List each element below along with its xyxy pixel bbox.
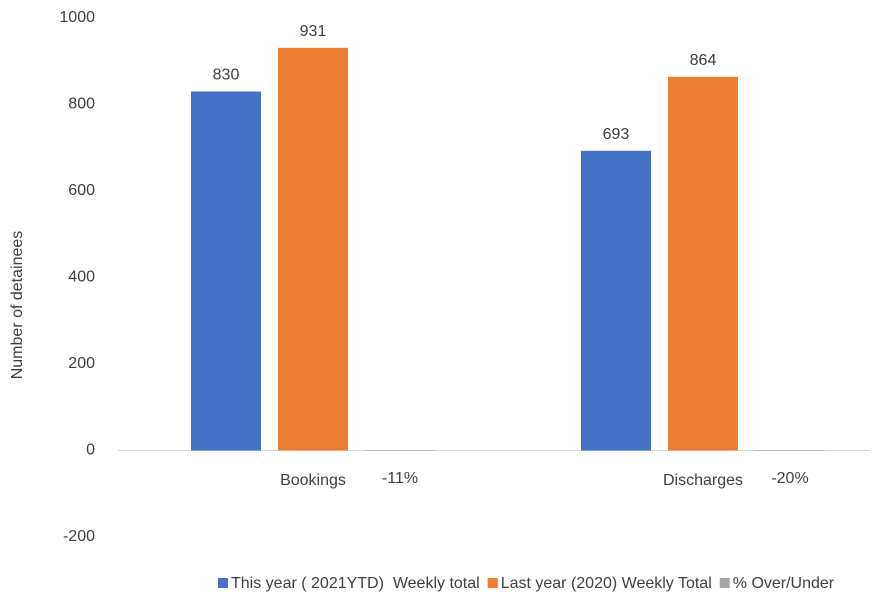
value-label: 931	[300, 23, 327, 40]
y-tick-label: 0	[86, 442, 95, 459]
y-tick-label: 600	[68, 182, 95, 199]
value-label: 693	[603, 126, 630, 143]
value-label: 830	[213, 67, 240, 84]
legend-swatch	[218, 578, 228, 588]
y-tick-label: 200	[68, 355, 95, 372]
bar	[755, 450, 825, 451]
value-label: 864	[690, 52, 717, 69]
legend-swatch	[719, 578, 730, 588]
y-axis-title: Number of detainees	[9, 231, 26, 380]
bar	[365, 450, 435, 451]
bar	[581, 150, 651, 451]
legend-label: This year ( 2021YTD) Weekly total	[231, 575, 480, 592]
x-tick-label: Bookings	[280, 472, 346, 489]
bar	[191, 91, 261, 451]
value-label: -20%	[771, 470, 808, 487]
y-tick-label: 400	[68, 269, 95, 286]
legend-swatch	[487, 578, 498, 588]
legend-label: % Over/Under	[733, 575, 835, 592]
bar	[278, 47, 348, 451]
y-tick-label: 1000	[59, 9, 95, 26]
value-label: -11%	[382, 470, 418, 487]
y-tick-label: 800	[68, 96, 95, 113]
bar	[668, 76, 738, 451]
y-tick-label: -200	[63, 528, 95, 545]
legend-label: Last year (2020) Weekly Total	[501, 575, 712, 592]
x-tick-label: Discharges	[663, 472, 743, 489]
